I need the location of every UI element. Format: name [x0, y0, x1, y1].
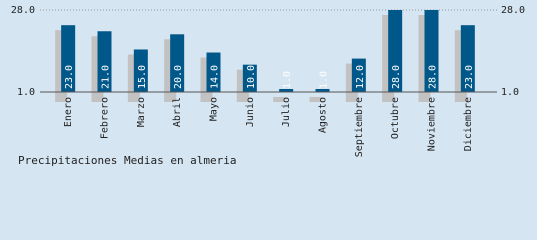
bar-shadow [273, 97, 286, 102]
chart-title: Precipitaciones Medias en almeria [18, 154, 237, 167]
bar [460, 25, 475, 93]
x-tick-label: Febrero [100, 97, 111, 139]
x-tick-label: Agosto [318, 97, 329, 133]
y-tick-label: 28.0 [501, 5, 525, 16]
bar [242, 64, 257, 92]
y-tick-label: 28.0 [11, 5, 35, 16]
value-label: 23.0 [464, 65, 475, 89]
x-tick-label: Julio [281, 97, 292, 127]
x-tick-label: Septiembre [354, 97, 365, 157]
x-tick-label: Junio [245, 97, 256, 127]
bar [388, 10, 403, 92]
x-tick-label: Octubre [390, 97, 401, 139]
value-label: 28.0 [428, 65, 439, 89]
bar [61, 25, 76, 93]
bar [279, 89, 294, 92]
value-label: 1.0 [282, 71, 293, 89]
bar [170, 34, 185, 92]
value-label: 12.0 [355, 65, 366, 89]
x-tick-label: Mayo [209, 97, 220, 121]
chart: Precipitaciones Medias en almeria 1.0 1.0… [0, 0, 537, 174]
x-tick-label: Marzo [136, 97, 147, 127]
background [0, 0, 537, 174]
x-tick-label: Abril [172, 97, 183, 127]
value-label: 23.0 [64, 65, 75, 89]
value-label: 10.0 [246, 65, 257, 89]
value-label: 1.0 [319, 71, 330, 89]
value-label: 28.0 [391, 65, 402, 89]
bar-shadow [309, 97, 322, 102]
y-tick-label: 1.0 [17, 87, 35, 98]
bar [206, 52, 221, 92]
value-label: 21.0 [101, 65, 112, 89]
x-tick-label: Diciembre [463, 97, 474, 151]
value-label: 14.0 [210, 65, 221, 89]
bar [424, 10, 439, 92]
bar [315, 89, 330, 92]
bar [133, 49, 148, 92]
x-tick-label: Enero [63, 97, 74, 127]
value-label: 20.0 [173, 65, 184, 89]
value-label: 15.0 [137, 65, 148, 89]
x-tick-label: Noviembre [427, 97, 438, 151]
bar [97, 31, 112, 92]
bar [351, 58, 366, 92]
y-tick-label: 1.0 [501, 87, 519, 98]
